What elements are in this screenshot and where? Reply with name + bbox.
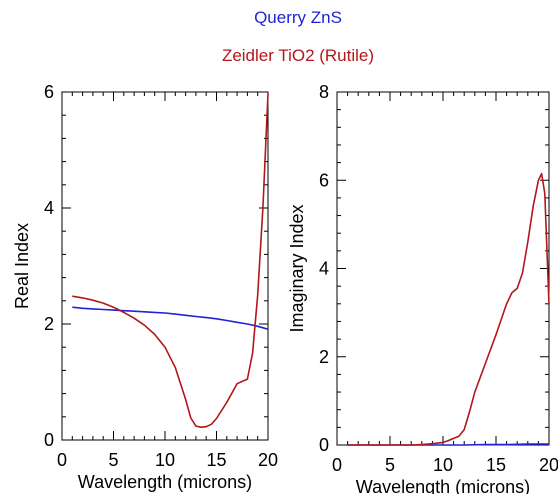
x-tick-label: 5 — [385, 455, 395, 475]
legend-entry-querry-zns: Querry ZnS — [254, 8, 342, 27]
series-line-zeidler-tio2-rutile — [72, 93, 269, 428]
x-tick-label: 5 — [108, 450, 118, 470]
plot-frame — [61, 91, 269, 441]
x-tick-label: 20 — [539, 455, 558, 475]
x-axis-label: Wavelength (microns) — [78, 472, 252, 492]
y-tick-label: 0 — [319, 435, 329, 455]
x-tick-label: 15 — [486, 455, 506, 475]
y-tick-label: 0 — [44, 430, 54, 450]
y-tick-label: 2 — [319, 347, 329, 367]
imaginary-index-panel: 0 5 10 15 20 0 2 4 6 8 Wavelength (microns) Imagina… — [287, 82, 558, 494]
x-tick-label: 0 — [57, 450, 67, 470]
x-tick-label: 0 — [332, 455, 342, 475]
legend-entry-zeidler-tio2: Zeidler TiO2 (Rutile) — [222, 46, 374, 65]
series-line-querry-zns — [72, 306, 269, 330]
y-axis-label: Imaginary Index — [287, 204, 307, 332]
series-line-zeidler-tio2-rutile — [347, 172, 550, 446]
x-tick-label: 10 — [155, 450, 175, 470]
x-tick-label: 10 — [433, 455, 453, 475]
real-index-panel: 0 5 10 15 20 0 2 4 6 Wavelength (microns) Real Ind… — [12, 82, 278, 492]
y-tick-label: 2 — [44, 314, 54, 334]
y-tick-label: 4 — [319, 259, 329, 279]
x-tick-label: 15 — [206, 450, 226, 470]
y-tick-label: 4 — [44, 198, 54, 218]
y-axis-label: Real Index — [12, 223, 32, 309]
y-tick-label: 6 — [44, 82, 54, 102]
x-axis-label: Wavelength (microns) — [356, 477, 530, 494]
plot-frame — [336, 91, 550, 446]
y-tick-label: 8 — [319, 82, 329, 102]
y-tick-label: 6 — [319, 170, 329, 190]
x-tick-label: 20 — [258, 450, 278, 470]
